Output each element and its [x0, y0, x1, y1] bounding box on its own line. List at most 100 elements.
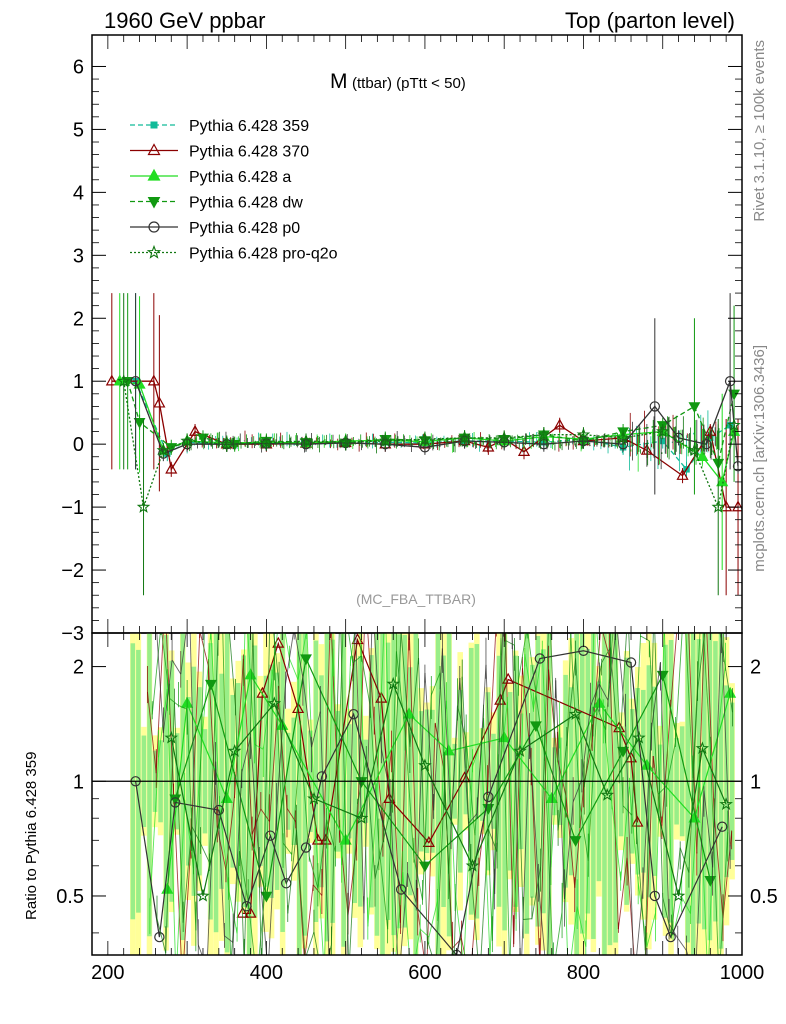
legend-marker-0 — [150, 121, 158, 129]
main-point — [687, 443, 702, 457]
ratio-point — [442, 744, 455, 756]
ratio-band-green — [613, 633, 618, 943]
ratio-band-green — [302, 633, 308, 936]
ratio-ytick-label: 0.5 — [56, 886, 84, 908]
main-point — [711, 500, 726, 513]
ratio-xtick-label: 800 — [567, 962, 600, 984]
ratio-point — [154, 931, 165, 943]
main-point — [457, 430, 472, 444]
watermark: (MC_FBA_TTBAR) — [356, 591, 476, 607]
ratio-point — [213, 804, 225, 816]
ratio-band-green — [524, 633, 530, 934]
ratio-point — [354, 811, 369, 824]
ratio-point — [395, 884, 407, 895]
ratio-point — [625, 657, 637, 668]
main-point — [133, 417, 146, 429]
main-point — [616, 430, 630, 444]
main-point — [136, 500, 151, 513]
ratio-point — [164, 730, 178, 744]
main-series-line-0 — [135, 380, 731, 471]
main-point — [117, 374, 131, 387]
ratio-band-green — [180, 633, 186, 941]
main-series-5 — [117, 293, 741, 596]
main-point — [649, 401, 661, 412]
main-series-2 — [113, 293, 741, 571]
ratio-point — [671, 888, 686, 902]
ratio-point — [319, 833, 332, 845]
main-ytick-label: 6 — [73, 56, 84, 78]
ratio-ytick-label-right: 2 — [750, 657, 761, 679]
main-point — [418, 431, 432, 445]
ratio-band-green — [546, 633, 552, 955]
ratio-band-green — [413, 633, 419, 955]
header-right: Top (parton level) — [565, 8, 735, 33]
ratio-series-line-3 — [135, 650, 723, 955]
main-point — [259, 435, 274, 449]
ratio-point — [617, 746, 630, 758]
main-point — [180, 433, 194, 447]
ratio-point — [502, 672, 515, 684]
ratio-frame — [91, 632, 743, 956]
ratio-point — [600, 788, 615, 801]
ratio-point — [307, 791, 321, 805]
main-title-main: M — [330, 70, 348, 93]
ratio-point — [534, 653, 546, 664]
header-left: 1960 GeV ppbar — [104, 8, 265, 33]
ratio-point — [483, 791, 494, 803]
legend-marker-3 — [147, 197, 161, 209]
main-ytick-label: 5 — [73, 119, 84, 141]
ratio-series-line-2 — [174, 656, 711, 897]
main-point — [165, 462, 178, 474]
main-series-line-2 — [119, 380, 735, 484]
ratio-point — [568, 707, 583, 720]
ratio-point — [386, 676, 401, 690]
legend-entry-5: Pythia 6.428 pro-q2o — [189, 246, 338, 263]
legend-entry-2: Pythia 6.428 a — [189, 169, 291, 186]
legend-entry-4: Pythia 6.428 p0 — [189, 220, 300, 237]
ratio-point — [465, 858, 480, 872]
ratio-point — [256, 686, 269, 698]
ratio-series-4 — [156, 633, 733, 955]
main-point — [676, 468, 689, 480]
ratio-band-green — [574, 633, 579, 955]
ratio-point — [422, 835, 435, 847]
main-point — [219, 436, 234, 450]
ratio-series-line-4 — [170, 681, 727, 897]
ratio-point — [300, 654, 312, 666]
ratio-xtick-label: 600 — [408, 962, 441, 984]
ratio-point — [196, 888, 210, 902]
legend-marker-2 — [147, 168, 161, 181]
ratio-xtick-label: 1000 — [720, 962, 765, 984]
ratio-point — [649, 890, 661, 902]
ratio-ytick-label-right: 0.5 — [750, 886, 778, 908]
ratio-band-green — [297, 633, 302, 955]
ratio-ytick-label: 2 — [73, 657, 84, 679]
main-point — [299, 433, 313, 447]
legend-marker-5 — [146, 244, 162, 259]
main-point — [688, 402, 701, 413]
ratio-point — [204, 679, 217, 691]
ratio-band-green — [324, 633, 330, 942]
ratio-band-green — [213, 633, 219, 933]
ratio-band-green — [690, 633, 696, 955]
main-point — [188, 424, 202, 436]
main-ytick-label: −1 — [61, 497, 84, 519]
ratio-series-2 — [151, 633, 729, 955]
ratio-band-green — [707, 633, 713, 941]
legend-marker-4 — [148, 221, 160, 233]
ratio-point — [265, 830, 276, 841]
ratio-point — [716, 821, 728, 832]
main-point — [497, 430, 511, 444]
main-point — [576, 427, 591, 441]
ratio-point — [632, 730, 646, 744]
main-ytick-label: −3 — [61, 623, 84, 645]
ratio-ytick-label-right: 1 — [750, 771, 761, 793]
legend-entry-0: Pythia 6.428 359 — [189, 118, 309, 135]
ratio-series-3 — [130, 633, 731, 955]
ratio-point — [719, 797, 733, 811]
main-point — [732, 460, 742, 472]
main-title-sub: (ttbar) (pTtt < 50) — [352, 75, 466, 92]
main-point — [105, 374, 118, 386]
ratio-band-green — [147, 633, 152, 937]
main-point — [720, 500, 733, 512]
